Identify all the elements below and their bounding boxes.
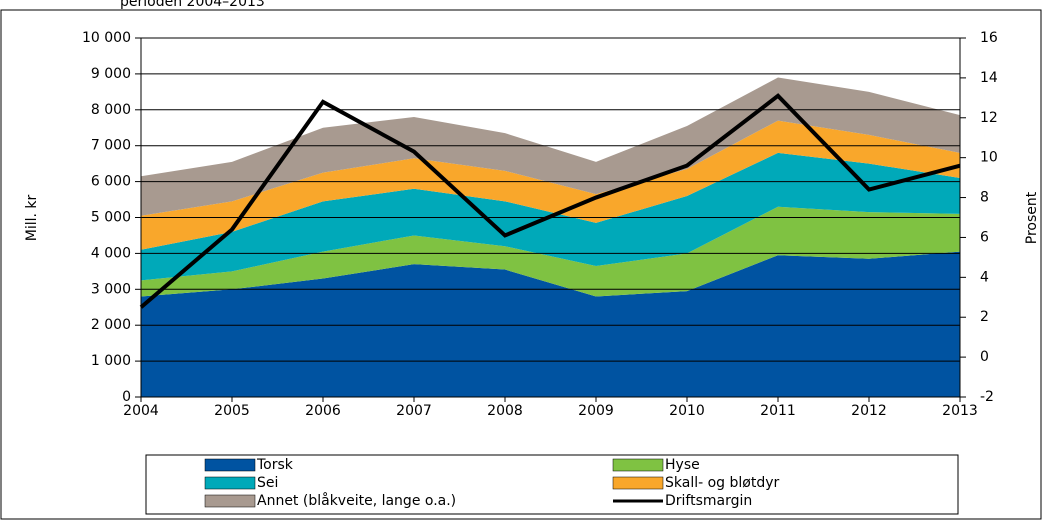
line	[139, 93, 961, 309]
y-tick-label: 3 000	[91, 281, 131, 297]
y2-tick-label: -2	[980, 389, 994, 405]
y-tick-label: 8 000	[91, 102, 131, 118]
legend-swatch	[204, 458, 256, 472]
x-tick-label: 2011	[760, 403, 796, 419]
x-tick-label: 2005	[214, 403, 250, 419]
legend-label: Skall- og bløtdyr	[665, 475, 780, 491]
y2-tick-label: 4	[980, 269, 989, 285]
y2-tick-label: 10	[980, 150, 998, 166]
x-tick-label: 2013	[942, 403, 978, 419]
y2-tick-label: 12	[980, 110, 998, 126]
legend-swatch	[204, 494, 256, 508]
x-tick-label: 2009	[578, 403, 614, 419]
y2-tick-label: 16	[980, 30, 998, 46]
legend-label: Torsk	[256, 457, 294, 473]
chart-title: perioden 2004–2013	[120, 0, 265, 10]
legend-swatch	[612, 458, 664, 472]
y2-tick-label: 6	[980, 229, 989, 245]
x-tick-label: 2006	[305, 403, 341, 419]
area	[141, 120, 960, 250]
y2-tick-label: 2	[980, 309, 989, 325]
y-tick-label: 4 000	[91, 245, 131, 261]
y-tick-label: 0	[122, 389, 131, 405]
y2-tick-label: 8	[980, 190, 989, 206]
y-tick-label: 2 000	[91, 317, 131, 333]
y-tick-label: 10 000	[82, 30, 131, 46]
area	[141, 206, 960, 297]
legend-label: Sei	[257, 475, 278, 491]
frame	[0, 9, 1042, 520]
y-tick-label: 6 000	[91, 174, 131, 190]
legend-label: Annet (blåkveite, lange o.a.)	[257, 492, 456, 509]
y2-tick-label: 0	[980, 349, 989, 365]
y-tick-label: 7 000	[91, 138, 131, 154]
y2-tick-label: 14	[980, 70, 998, 86]
x-tick-label: 2004	[123, 403, 159, 419]
legend-label: Driftsmargin	[665, 493, 752, 509]
legend-label: Hyse	[665, 457, 700, 473]
y-tick-label: 1 000	[91, 353, 131, 369]
x-tick-label: 2012	[851, 403, 887, 419]
y-tick-label: 5 000	[91, 210, 131, 226]
x-tick-label: 2010	[669, 403, 705, 419]
legend-box	[145, 454, 959, 515]
y-tick-label: 9 000	[91, 66, 131, 82]
y2-axis-label: Prosent	[1024, 191, 1040, 244]
x-tick-label: 2008	[487, 403, 523, 419]
y-axis-label: Mill. kr	[24, 195, 40, 242]
x-tick-label: 2007	[396, 403, 432, 419]
legend-swatch	[204, 476, 256, 490]
legend-swatch	[612, 476, 664, 490]
